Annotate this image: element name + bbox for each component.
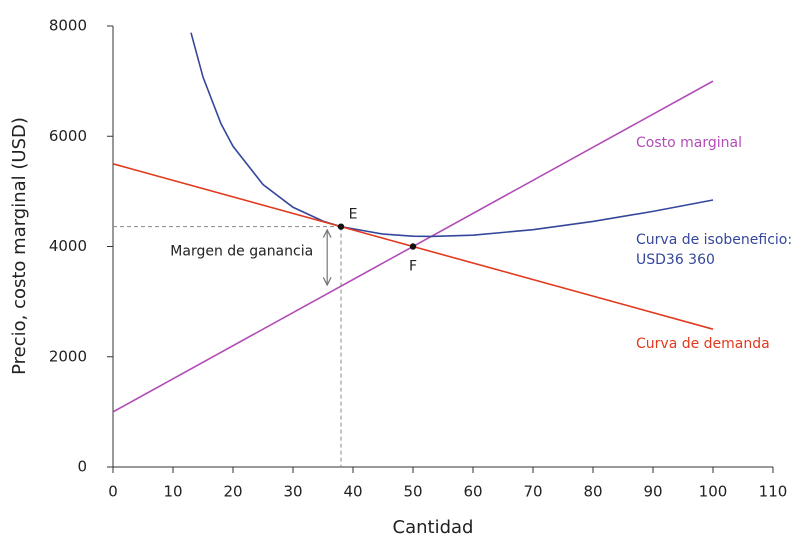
- x-tick-label: 10: [163, 483, 182, 501]
- x-tick-label: 110: [759, 483, 788, 501]
- series-label: Curva de isobeneficio: USD36 360: [636, 232, 793, 268]
- point-label: E: [349, 207, 358, 223]
- x-tick-label: 70: [523, 483, 542, 501]
- x-tick-label: 0: [108, 483, 118, 501]
- x-axis-label: Cantidad: [393, 517, 474, 538]
- y-tick-label: 4000: [49, 237, 87, 255]
- x-tick-label: 80: [583, 483, 602, 501]
- y-tick-label: 6000: [49, 127, 87, 145]
- series-label: Curva de demanda: [636, 336, 770, 352]
- y-axis-label: Precio, costo marginal (USD): [9, 117, 30, 375]
- y-tick-label: 8000: [49, 17, 87, 35]
- point-label: F: [409, 259, 417, 275]
- point: [409, 243, 417, 250]
- x-tick-label: 30: [283, 483, 302, 501]
- annotation-text: Margen de ganancia: [170, 244, 313, 260]
- y-tick-label: 0: [77, 458, 87, 476]
- point: [337, 223, 345, 230]
- x-tick-label: 20: [223, 483, 242, 501]
- series-label: Costo marginal: [636, 135, 742, 151]
- x-tick-label: 40: [343, 483, 362, 501]
- x-tick-label: 100: [699, 483, 728, 501]
- x-tick-label: 90: [643, 483, 662, 501]
- x-tick-label: 50: [403, 483, 422, 501]
- y-tick-label: 2000: [49, 347, 87, 365]
- x-tick-label: 60: [463, 483, 482, 501]
- series-line: [190, 32, 714, 238]
